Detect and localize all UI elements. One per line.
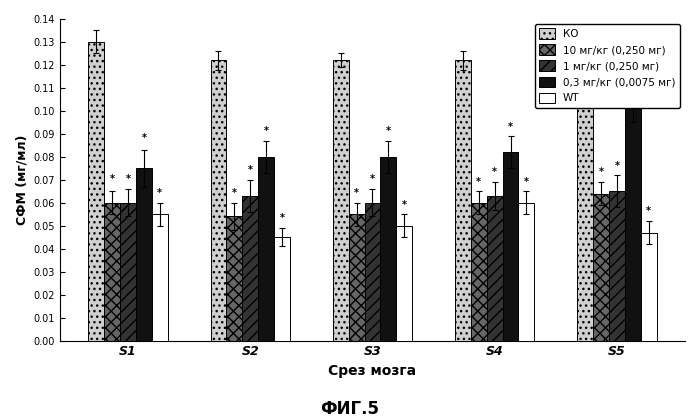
- Text: *: *: [646, 206, 651, 217]
- Bar: [640, 232, 657, 341]
- Bar: [88, 42, 104, 341]
- Bar: [578, 88, 593, 341]
- Bar: [120, 203, 136, 341]
- Bar: [593, 194, 609, 341]
- Text: *: *: [630, 71, 636, 81]
- Bar: [625, 104, 640, 341]
- Text: ФИГ.5: ФИГ.5: [321, 400, 379, 418]
- Bar: [104, 203, 120, 341]
- Bar: [332, 60, 349, 341]
- Text: *: *: [141, 133, 146, 143]
- Bar: [274, 237, 290, 341]
- Text: *: *: [524, 177, 529, 187]
- Bar: [503, 152, 519, 341]
- Text: *: *: [402, 200, 407, 209]
- Text: *: *: [598, 168, 603, 178]
- Text: *: *: [279, 213, 284, 223]
- Bar: [486, 196, 503, 341]
- Text: *: *: [615, 161, 620, 171]
- Bar: [136, 168, 152, 341]
- Y-axis label: СФМ (мг/мл): СФМ (мг/мл): [15, 135, 28, 225]
- Text: *: *: [125, 174, 130, 184]
- Bar: [152, 214, 168, 341]
- Bar: [471, 203, 486, 341]
- Bar: [258, 157, 274, 341]
- Text: *: *: [232, 188, 237, 198]
- Bar: [211, 60, 226, 341]
- Legend: КО, 10 мг/кг (0,250 мг), 1 мг/кг (0,250 мг), 0,3 мг/кг (0,0075 мг), WT: КО, 10 мг/кг (0,250 мг), 1 мг/кг (0,250 …: [535, 24, 680, 108]
- Text: *: *: [492, 168, 497, 178]
- Text: *: *: [370, 174, 375, 184]
- Bar: [519, 203, 534, 341]
- Text: *: *: [248, 165, 253, 175]
- Text: *: *: [386, 126, 391, 136]
- Text: *: *: [264, 126, 269, 136]
- Bar: [396, 226, 412, 341]
- Text: *: *: [354, 188, 359, 198]
- Bar: [226, 217, 242, 341]
- Text: *: *: [508, 122, 513, 132]
- Text: *: *: [158, 188, 162, 198]
- Bar: [455, 60, 471, 341]
- Bar: [365, 203, 380, 341]
- Bar: [349, 214, 365, 341]
- Text: *: *: [110, 174, 115, 184]
- Text: *: *: [476, 177, 482, 187]
- Bar: [242, 196, 258, 341]
- Bar: [609, 191, 625, 341]
- X-axis label: Срез мозга: Срез мозга: [328, 364, 416, 378]
- Bar: [380, 157, 396, 341]
